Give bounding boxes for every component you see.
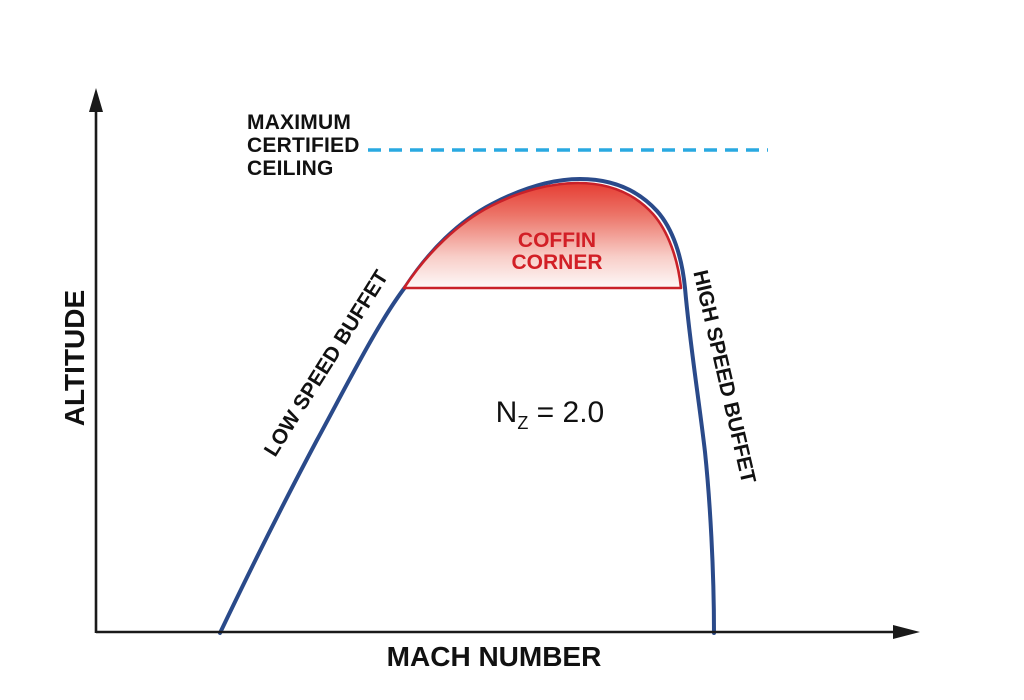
load-factor-value: = 2.0 xyxy=(528,396,605,429)
coffin-corner-region xyxy=(402,181,683,290)
max-certified-ceiling-label: MAXIMUM CERTIFIED CEILING xyxy=(247,111,360,180)
load-factor-subscript: Z xyxy=(517,413,529,433)
buffet-envelope-curve xyxy=(218,176,716,635)
mach-number-axis-label: MACH NUMBER xyxy=(386,641,602,672)
load-factor-label: NZ = 2.0 xyxy=(479,362,605,433)
load-factor-base: N xyxy=(495,396,518,429)
altitude-axis-label: ALTITUDE xyxy=(59,289,90,427)
coffin-corner-label: COFFIN CORNER xyxy=(511,229,603,274)
y-axis-arrowhead-icon xyxy=(89,88,103,112)
x-axis-arrowhead-icon xyxy=(893,625,920,639)
